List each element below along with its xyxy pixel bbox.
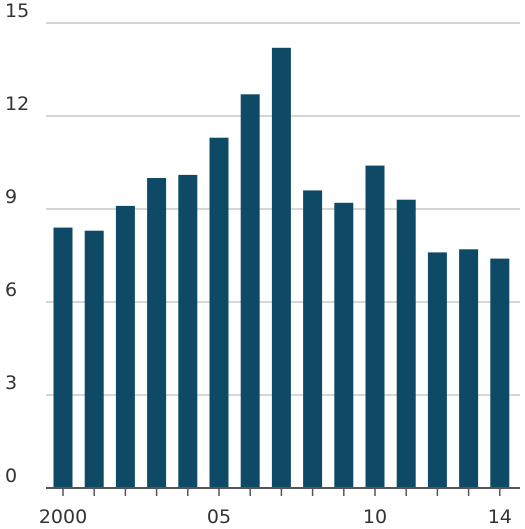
bar-2003 xyxy=(147,178,167,488)
bar-2002 xyxy=(115,205,135,488)
bar-2012 xyxy=(427,252,447,488)
bar-2007 xyxy=(271,47,291,489)
bars xyxy=(53,47,510,489)
bar-2010 xyxy=(365,165,385,488)
y-tick-label: 0 xyxy=(5,465,17,487)
y-tick-label: 15 xyxy=(5,0,29,22)
x-tick-labels: 2000 05 10 14 xyxy=(39,506,512,528)
bar-2000 xyxy=(53,227,73,488)
bar-2008 xyxy=(303,190,323,488)
bar-2006 xyxy=(240,94,260,489)
y-tick-label: 9 xyxy=(5,186,17,208)
bar-2001 xyxy=(84,230,104,488)
y-tick-labels: 0 3 6 9 12 15 xyxy=(5,0,29,487)
x-tick-label: 05 xyxy=(207,506,231,528)
x-tick-label: 14 xyxy=(488,506,512,528)
x-tick-label: 10 xyxy=(363,506,387,528)
bar-2009 xyxy=(334,202,354,489)
bar-2005 xyxy=(209,137,229,488)
y-tick-label: 3 xyxy=(5,372,17,394)
x-axis xyxy=(46,487,520,496)
x-tick-label: 2000 xyxy=(39,506,87,528)
bar-2011 xyxy=(396,199,416,488)
bar-2014 xyxy=(490,258,510,488)
bar-2004 xyxy=(178,174,198,488)
y-tick-label: 12 xyxy=(5,93,29,115)
bar-2013 xyxy=(459,249,479,488)
y-tick-label: 6 xyxy=(5,279,17,301)
